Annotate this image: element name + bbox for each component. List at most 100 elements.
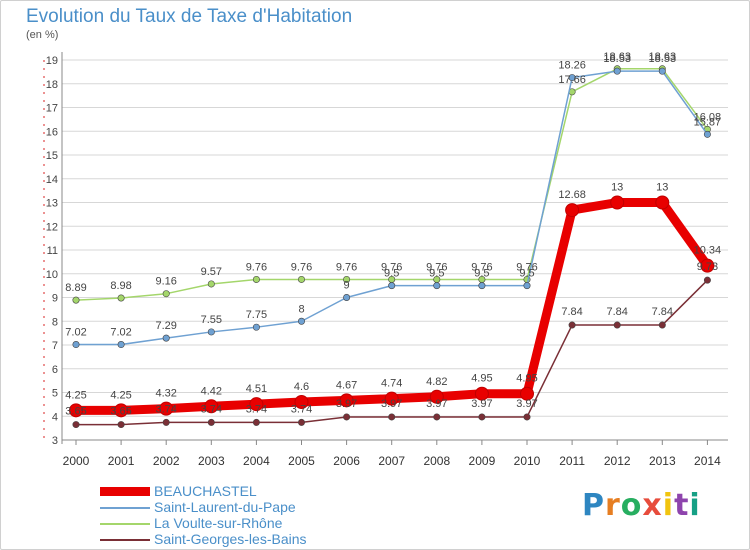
data-point [117,341,125,349]
data-label: 3.74 [201,403,222,415]
data-point [297,317,305,325]
data-point [433,282,441,290]
y-tick-label: 6 [52,364,58,376]
data-point [700,258,715,273]
x-tick-label: 2008 [423,454,450,468]
data-point [69,403,83,418]
data-point [384,391,399,406]
data-label: 9.5 [384,268,399,280]
data-point [72,296,80,304]
data-label: 9.5 [474,268,489,280]
data-label: 3.65 [110,406,131,418]
legend-label: Saint-Georges-les-Bains [154,531,307,547]
data-point [207,280,215,288]
data-label: 12.68 [558,189,586,201]
y-tick-label: 9 [52,293,58,305]
data-point [658,67,666,75]
data-label: 18.26 [558,60,586,72]
data-label: 9.76 [516,261,537,273]
logo-letter: i [662,488,675,523]
data-point [703,130,711,138]
y-tick-label: 8 [52,316,58,328]
x-tick-label: 2006 [333,454,360,468]
x-tick-label: 2011 [559,454,585,468]
legend-item: Saint-Georges-les-Bains [100,531,400,548]
data-label: 7.84 [606,306,627,318]
data-label: 9.76 [426,261,447,273]
x-tick-label: 2002 [153,454,180,468]
data-label: 17.66 [558,74,586,86]
x-tick-label: 2010 [514,454,541,468]
data-point [568,74,576,82]
logo-letter: r [605,488,621,523]
legend-swatch [100,539,150,541]
x-tick-label: 2004 [243,454,270,468]
legend-swatch [100,487,150,496]
data-label: 4.74 [381,378,402,390]
x-tick-label: 2012 [604,454,631,468]
data-label: 3.97 [336,398,357,410]
data-label: 18.53 [649,53,677,65]
data-label: 9 [344,280,350,292]
chart-title: Evolution du Taux de Taxe d'Habitation [26,6,353,27]
data-point [72,421,80,429]
legend-item: BEAUCHASTEL [100,483,400,500]
data-point [568,321,576,329]
data-label: 7.29 [155,320,176,332]
logo-letter: o [620,488,643,523]
x-tick-label: 2000 [63,454,90,468]
data-label: 18.63 [603,51,631,63]
legend-swatch [100,507,150,509]
data-label: 9.5 [519,268,534,280]
data-label: 4.32 [155,388,176,400]
data-point [162,290,170,298]
data-label: 3.74 [291,403,312,415]
data-label: 15.87 [694,116,722,128]
data-label: 8.89 [65,282,86,294]
y-tick-label: 4 [52,411,58,423]
data-label: 8.98 [110,280,131,292]
data-point [114,403,129,418]
data-point [249,397,264,412]
data-point [613,321,621,329]
data-label: 3.97 [471,398,492,410]
data-label: 3.97 [426,398,447,410]
data-label: 18.63 [649,51,677,63]
data-label: 7.84 [652,306,673,318]
data-point [294,395,309,409]
legend-item: Saint-Laurent-du-Pape [100,499,400,516]
data-label: 4.42 [201,385,222,397]
data-point [474,386,489,401]
data-point [565,203,580,218]
x-tick-label: 2013 [649,454,676,468]
data-label: 7.55 [201,314,222,326]
data-point [658,321,666,329]
legend-item: La Voulte-sur-Rhône [100,515,400,532]
data-point [207,328,215,336]
data-label: 3.65 [65,406,86,418]
data-label: 9.76 [291,261,312,273]
data-label: 4.51 [246,383,267,395]
data-point [117,294,125,302]
data-label: 3.97 [516,398,537,410]
y-tick-label: 3 [52,435,58,447]
y-tick-label: 11 [47,245,58,257]
logo-letter: t [674,488,690,523]
data-point [613,67,621,75]
data-label: 16.08 [694,111,722,123]
data-point [339,393,354,408]
data-point [523,282,531,290]
data-point [703,276,711,284]
data-label: 7.84 [561,306,582,318]
x-tick-label: 2009 [469,454,496,468]
data-label: 13 [656,182,668,194]
y-tick-label: 19 [46,55,58,67]
data-point [520,386,534,401]
data-label: 10.34 [694,245,722,257]
data-point [162,334,170,342]
data-point [72,341,80,349]
data-label: 4.95 [471,373,492,385]
data-point [655,195,670,210]
logo-letter: i [689,488,701,523]
